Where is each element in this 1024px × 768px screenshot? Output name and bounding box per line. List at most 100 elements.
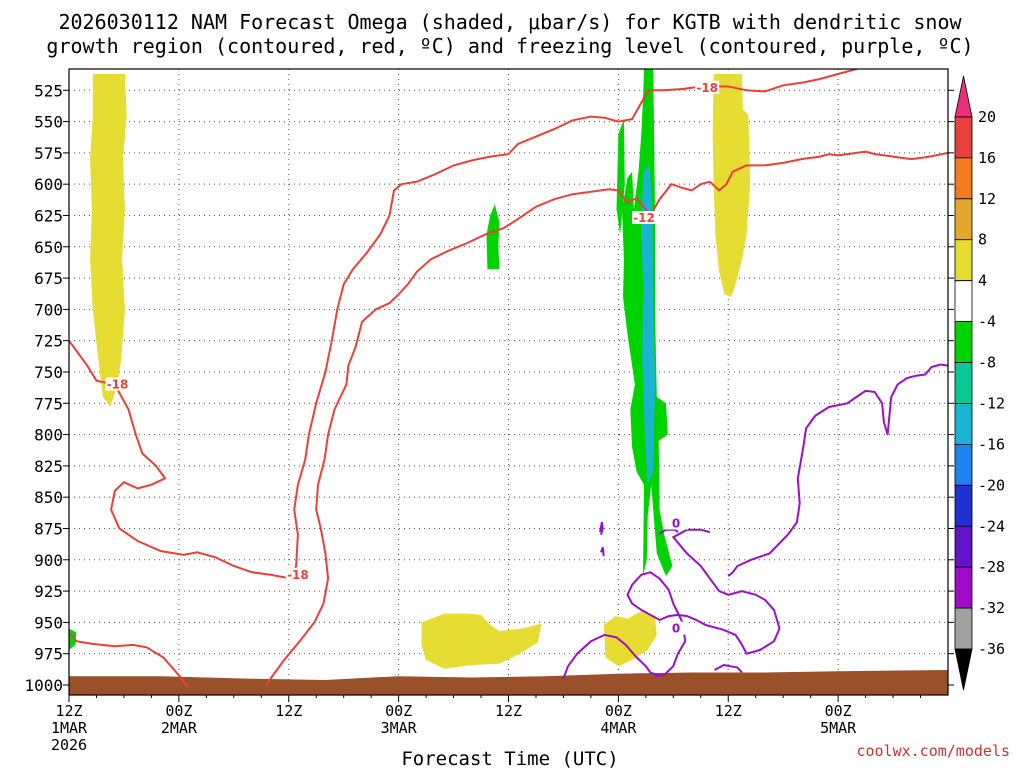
colorbar-label: -20: [978, 476, 1005, 494]
contour-label-purple-0-b-bg: [664, 621, 689, 635]
contour-label-red-18-west: -18: [107, 378, 129, 392]
y-tick-label: 675: [34, 269, 63, 288]
dgz-contour-3: [265, 150, 948, 686]
freezing-contour-2: [671, 528, 781, 655]
colorbar-band: [954, 607, 973, 650]
x-axis-label: Forecast Time (UTC): [401, 748, 618, 768]
x-tick-label-time: 12Z: [55, 702, 82, 720]
colorbar-band: [954, 566, 973, 609]
y-tick-label: 525: [34, 81, 63, 100]
dgz-contour-1: [69, 69, 861, 580]
x-tick-label-time: 00Z: [825, 702, 852, 720]
x-tick-label-date: 2MAR: [161, 719, 198, 737]
contours: [69, 69, 948, 689]
x-tick-label-date: 3MAR: [381, 719, 418, 737]
terrain-surface: [69, 670, 948, 695]
contour-label-red-18-upper-bg: [695, 80, 720, 94]
colorbar-band: [954, 444, 973, 486]
y-axis: 525 550 575 600 625 650 675 700 725 750 775 800 825 8…: [24, 81, 954, 695]
y-tick-label: 900: [34, 551, 63, 570]
colorbar-label: 4: [978, 272, 987, 290]
omega-area-teal-column: [641, 165, 655, 485]
x-tick-label-time: 00Z: [165, 702, 192, 720]
colorbar-label: -16: [978, 435, 1005, 453]
colorbar-band: [954, 116, 973, 159]
credit-text: coolwx.com/models: [856, 742, 1010, 760]
y-tick-label: 625: [34, 206, 63, 225]
colorbar-label: -8: [978, 354, 996, 372]
y-tick-label: 650: [34, 238, 63, 257]
freezing-contour-4: [562, 633, 660, 680]
colorbar-band: [954, 362, 973, 404]
x-tick-label-time: 00Z: [605, 702, 632, 720]
colorbar-band: [954, 525, 973, 568]
colorbar-label: 20: [978, 108, 996, 126]
freezing-contour-6: [599, 522, 604, 535]
y-tick-label: 1000: [24, 676, 63, 695]
y-tick-label: 875: [34, 519, 63, 538]
contour-label-red-18-low-bg: [285, 567, 310, 581]
colorbar-band: [954, 157, 973, 200]
contour-label-red-18-upper: -18: [696, 81, 718, 95]
colorbar-label: 12: [978, 190, 996, 208]
omega-shading: [69, 69, 751, 669]
contour-label-purple-0-b: 0: [672, 622, 680, 636]
contour-labels: -18 -18 -18 -12 0 0: [105, 80, 720, 636]
y-tick-label: 600: [34, 175, 63, 194]
colorbar-band: [954, 75, 973, 118]
colorbar-band: [954, 484, 973, 527]
colorbar-label: -32: [978, 599, 1005, 617]
chart-title-line2: growth region (contoured, red, ºC) and f…: [46, 34, 973, 58]
freezing-contour-7: [600, 546, 605, 557]
x-tick-label-time: 12Z: [495, 702, 522, 720]
colorbar-label: -12: [978, 394, 1005, 412]
x-tick-label-date: 1MAR: [51, 719, 88, 737]
colorbar-band: [954, 648, 973, 691]
y-tick-label: 825: [34, 457, 63, 476]
colorbar-band: [954, 403, 973, 445]
y-tick-label: 550: [34, 113, 63, 132]
freezing-contour-3: [626, 571, 720, 678]
y-tick-label: 575: [34, 144, 63, 163]
contour-label-purple-0-a-bg: [664, 516, 689, 530]
contour-label-red-12-bg: [632, 210, 657, 224]
colorbar-label: 8: [978, 231, 987, 249]
omega-area-yellow-blob-low-2: [603, 611, 657, 667]
chart-title-line1: 2026030112 NAM Forecast Omega (shaded, μ…: [58, 10, 962, 34]
plot-area: [69, 69, 948, 695]
colorbar-label: -24: [978, 517, 1005, 535]
omega-area-yellow-blob-low-1: [421, 613, 542, 669]
dgz-contour-2: [69, 631, 189, 689]
x-tick-label-date: 4MAR: [600, 719, 637, 737]
y-tick-label: 925: [34, 582, 63, 601]
colorbar-label: 16: [978, 149, 996, 167]
colorbar-label: -28: [978, 558, 1005, 576]
freezing-contour-8: [659, 528, 679, 535]
x-tick-label-time: 12Z: [715, 702, 742, 720]
terrain: [69, 670, 948, 695]
y-tick-label: 725: [34, 332, 63, 351]
omega-area-green-spike: [616, 119, 625, 235]
freezing-contour-5: [714, 663, 743, 674]
x-tick-label-time: 00Z: [385, 702, 412, 720]
colorbar-band: [954, 280, 973, 322]
x-tick-label-time: 12Z: [275, 702, 302, 720]
omega-area-yellow-plume-east: [712, 74, 751, 297]
y-tick-label: 700: [34, 300, 63, 319]
contour-label-red-18-low: -18: [287, 568, 309, 582]
y-tick-label: 775: [34, 394, 63, 413]
colorbar: 20 16 12 8 4 -4 -8 -12 -16 -20 -24 -28 -32 -36: [954, 75, 1005, 691]
colorbar-label: -4: [978, 313, 996, 331]
colorbar-band: [954, 198, 973, 241]
omega-area-green-blob-mid: [486, 204, 500, 270]
y-tick-label: 750: [34, 363, 63, 382]
colorbar-band: [954, 239, 973, 282]
omega-area-yellow-plume-west: [90, 74, 127, 407]
contour-label-purple-0-a: 0: [672, 516, 680, 530]
freezing-contour-1: [727, 363, 948, 577]
y-tick-label: 975: [34, 645, 63, 664]
x-tick-label-date: 5MAR: [820, 719, 857, 737]
x-tick-label-year: 2026: [51, 736, 87, 754]
